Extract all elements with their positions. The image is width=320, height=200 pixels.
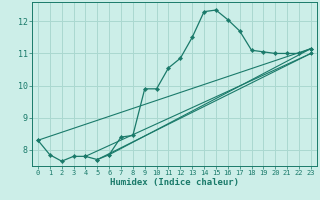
X-axis label: Humidex (Indice chaleur): Humidex (Indice chaleur): [110, 178, 239, 187]
